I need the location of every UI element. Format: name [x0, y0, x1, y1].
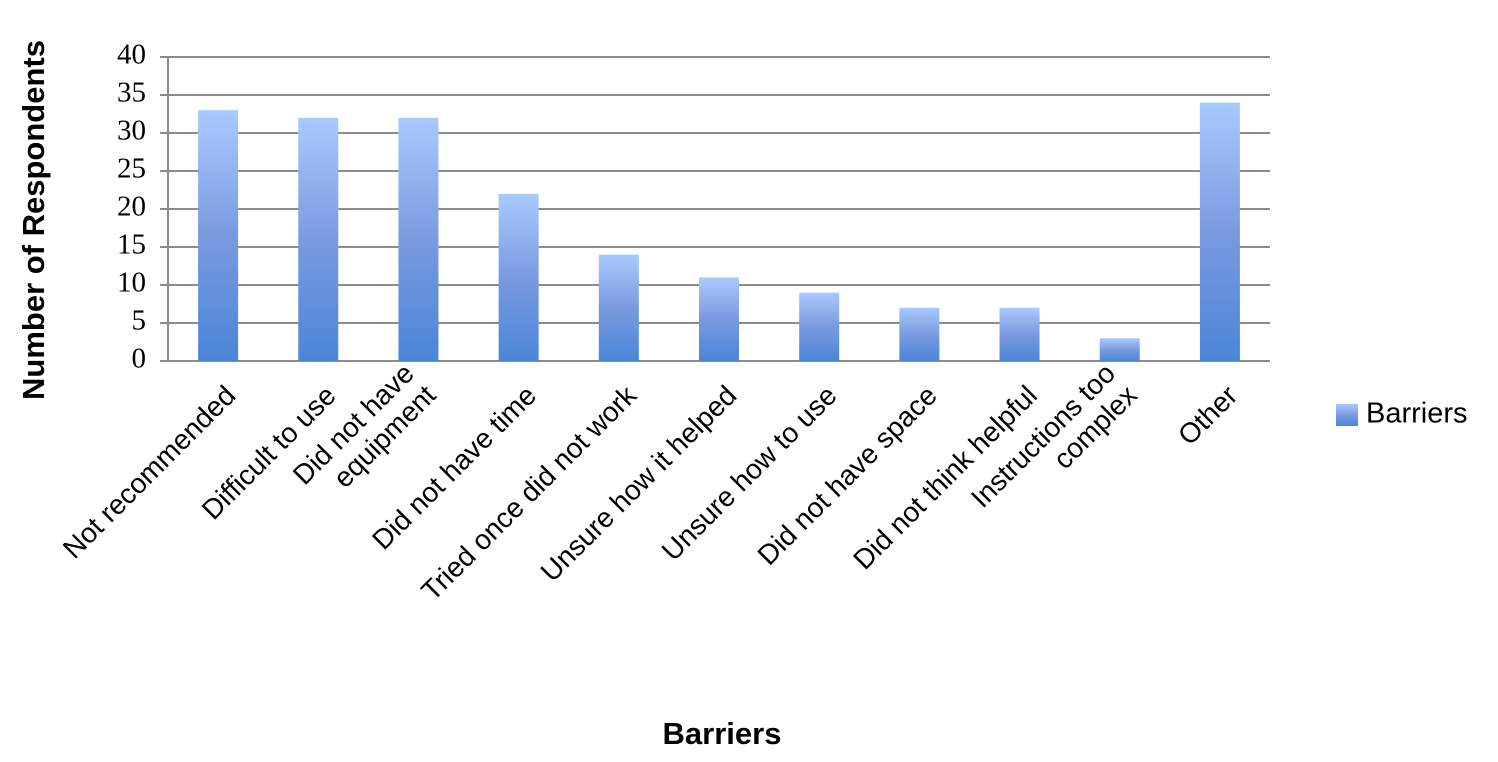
legend-label: Barriers [1366, 398, 1468, 430]
y-tick-label: 25 [117, 153, 146, 185]
bar [799, 292, 840, 361]
legend-swatch [1336, 404, 1358, 426]
bar [999, 307, 1040, 361]
x-tick-label: Unsure how it helped [535, 380, 743, 588]
y-tick-label: 40 [117, 39, 146, 71]
y-tick-label: 0 [132, 343, 147, 375]
bar [398, 117, 439, 361]
bar [699, 277, 739, 361]
x-tick-label: Did not have space [751, 380, 942, 571]
y-tick-label: 10 [117, 267, 146, 299]
bar [498, 193, 539, 361]
y-tick-label: 20 [117, 191, 146, 223]
x-tick-label: Not recommended [57, 380, 242, 565]
x-tick-label: Other [1172, 380, 1243, 451]
bar [899, 307, 940, 361]
x-tick-label: Unsure how to use [656, 380, 843, 567]
bar [298, 117, 339, 361]
y-tick-label: 30 [117, 115, 146, 147]
y-axis-title: Number of Respondents [16, 40, 51, 400]
bar [1199, 102, 1240, 361]
y-tick-label: 15 [117, 229, 146, 261]
bar [198, 110, 239, 361]
y-tick-label: 5 [132, 305, 147, 337]
y-tick-label: 35 [117, 77, 146, 109]
bar [598, 254, 639, 361]
x-axis-title: Barriers [663, 716, 782, 751]
bar [1099, 338, 1140, 361]
